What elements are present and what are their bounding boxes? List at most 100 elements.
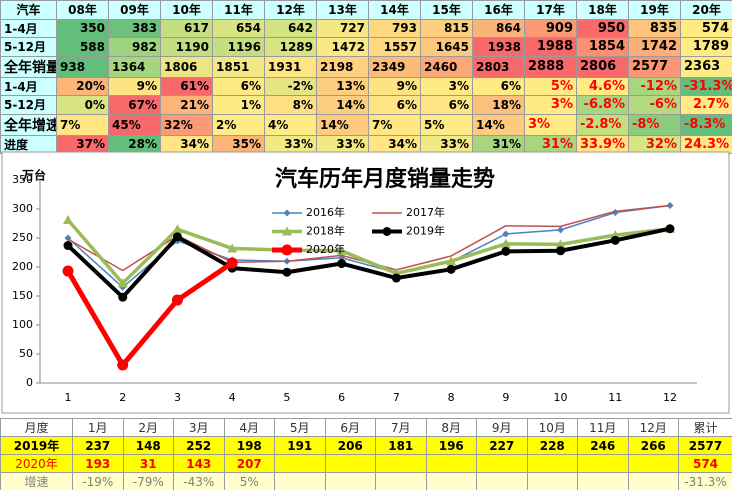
row-label: 5-12月 [0, 95, 57, 115]
table-cell [274, 454, 326, 473]
column-header: 8月 [425, 418, 477, 437]
point [336, 245, 347, 255]
legend-marker [282, 226, 292, 236]
row-label: 全年销量 [0, 55, 57, 78]
table-cell: 2019年 [0, 436, 73, 455]
table-cell: 198 [223, 436, 275, 455]
table-cell: -2.8% [576, 113, 629, 136]
x-tick-label: 4 [229, 391, 236, 404]
table-cell: 32% [628, 134, 681, 154]
table-cell: 617 [160, 18, 213, 38]
point [502, 230, 510, 238]
x-tick-label: 5 [283, 391, 290, 404]
table-cell: 33% [264, 134, 317, 154]
table-cell: -12% [628, 76, 681, 96]
column-header: 2月 [122, 418, 174, 437]
point [501, 246, 511, 256]
monthly-table: 月度 1月 2月 3月 4月 5月 6月 7月 8月 9月 10月 11月 12月 累计 2019年 237 1… [0, 418, 732, 490]
legend-marker [283, 209, 291, 217]
column-header: 9月 [476, 418, 528, 437]
header-row: 月度 1月 2月 3月 4月 5月 6月 7月 8月 9月 10月 11月 12月 累计 [0, 418, 732, 437]
point [63, 215, 73, 225]
column-header: 16年 [472, 0, 525, 20]
column-header: 19年 [628, 0, 681, 20]
table-cell: 18% [472, 95, 525, 115]
point [391, 273, 401, 283]
table-row: 增速 -19% -79% -43% 5% -31.3% [0, 472, 732, 490]
column-header: 3月 [173, 418, 225, 437]
point [117, 278, 128, 288]
table-cell: 20% [56, 76, 109, 96]
legend-marker [281, 244, 293, 256]
table-cell: 246 [577, 436, 629, 455]
table-cell: -31.3% [678, 472, 732, 490]
table-cell: 574 [680, 18, 732, 38]
column-header: 11月 [577, 418, 629, 437]
x-tick-label: 8 [448, 391, 455, 404]
y-tick-label: 50 [19, 347, 33, 360]
y-tick-label: 250 [12, 231, 33, 244]
column-header: 5月 [274, 418, 326, 437]
column-header: 12年 [264, 0, 317, 20]
table-cell: 1557 [368, 37, 421, 57]
x-tick-label: 9 [502, 391, 509, 404]
table-cell: 252 [173, 436, 225, 455]
table-row: 5-12月 588 982 1190 1196 1289 1472 1557 1645 1938 1… [0, 37, 732, 57]
point [446, 264, 456, 274]
column-header: 10月 [526, 418, 578, 437]
table-cell: 181 [375, 436, 427, 455]
x-tick-label: 2 [119, 391, 126, 404]
table-cell: 35% [212, 134, 265, 154]
table-cell: 206 [324, 436, 376, 455]
legend-label: 2020年 [306, 242, 345, 256]
table-cell: 1854 [576, 37, 629, 57]
column-header: 15年 [420, 0, 473, 20]
point [118, 292, 128, 302]
table-cell: 1289 [264, 37, 317, 57]
table-cell: 2198 [316, 55, 369, 78]
table-cell: 1806 [160, 55, 213, 78]
table-cell: 793 [368, 18, 421, 38]
table-cell: 148 [122, 436, 174, 455]
point [227, 243, 238, 253]
legend-label: 2019年 [406, 224, 445, 238]
table-cell: 5% [223, 472, 275, 490]
series-line [66, 226, 671, 300]
legend-marker [382, 227, 392, 236]
table-cell [526, 454, 578, 473]
table-cell: 2803 [472, 55, 525, 78]
table-cell: 383 [108, 18, 161, 38]
table-cell: 2888 [524, 55, 577, 78]
table-cell: 4.6% [576, 76, 629, 96]
table-cell: 33% [420, 134, 473, 154]
point [610, 235, 620, 245]
column-header: 11年 [212, 0, 265, 20]
x-tick-label: 12 [663, 391, 677, 404]
point [63, 241, 73, 251]
table-cell: 31% [472, 134, 525, 154]
table-cell: -8% [628, 113, 681, 136]
table-cell: 5% [524, 76, 577, 96]
table-cell: 2577 [628, 55, 681, 78]
table-cell [577, 454, 629, 473]
table-cell: 31 [122, 454, 174, 473]
y-tick-label: 300 [12, 202, 33, 215]
y-tick-label: 350 [12, 173, 33, 186]
row-label: 1-4月 [0, 76, 57, 96]
table-cell: 1789 [680, 37, 732, 57]
table-cell: 2806 [576, 55, 629, 78]
table-cell: 2363 [680, 55, 732, 78]
table-cell: 61% [160, 76, 213, 96]
table-cell [476, 454, 528, 473]
table-row: 2020年 193 31 143 207 574 [0, 454, 732, 473]
table-cell: 196 [425, 436, 477, 455]
table-cell: 45% [108, 113, 161, 136]
header-row: 汽车 08年 09年 10年 11年 12年 13年 14年 15年 16年 17年 18年 19年 20… [0, 0, 732, 20]
table-cell [324, 472, 376, 490]
table-cell: 33% [316, 134, 369, 154]
table-cell: 6% [368, 95, 421, 115]
column-header: 20年 [680, 0, 732, 20]
table-cell: 7% [368, 113, 421, 136]
row-label: 1-4月 [0, 18, 57, 38]
